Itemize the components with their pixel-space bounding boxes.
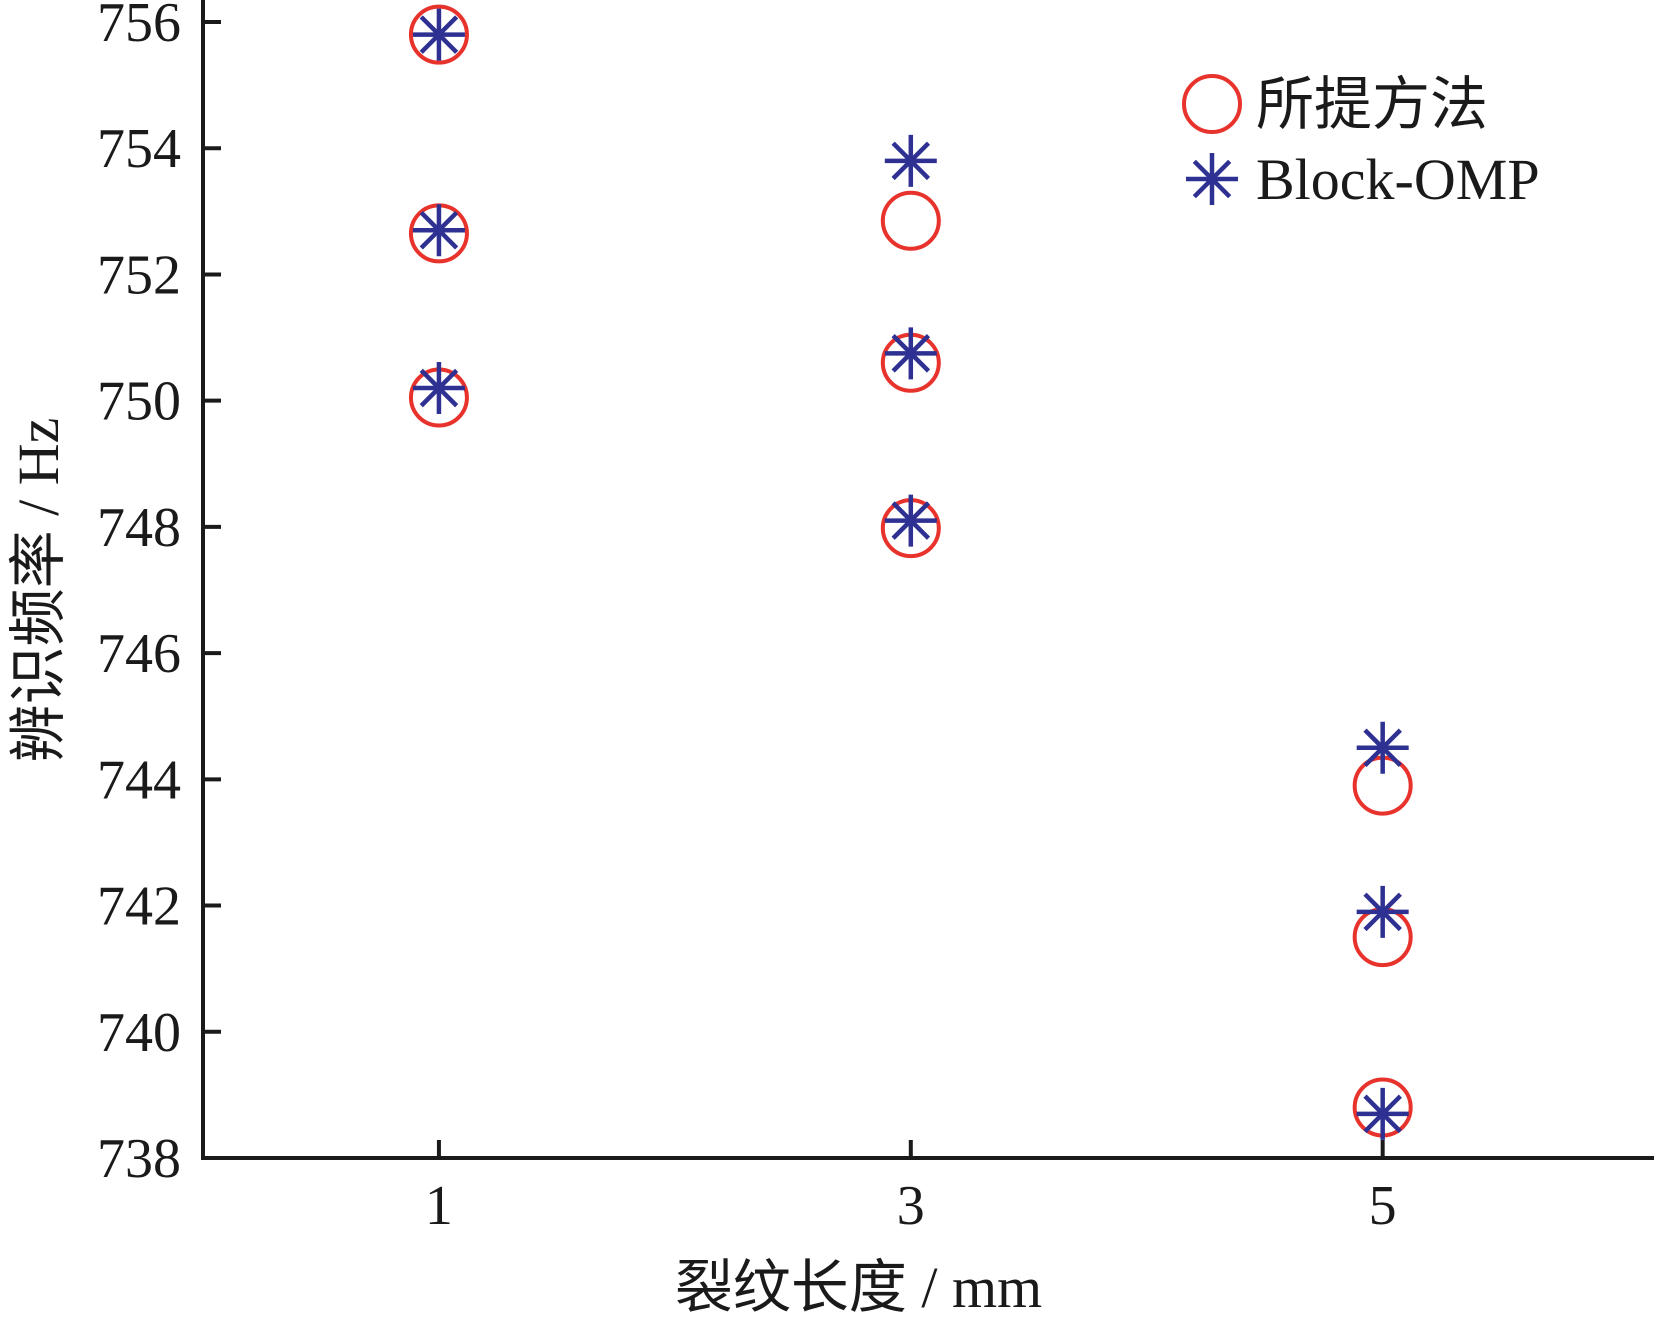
circle-point [880,190,941,251]
asterisk-point [1356,721,1409,774]
circle-point [408,4,469,65]
x-tick-label: 1 [425,1175,453,1237]
legend-label: Block-OMP [1256,147,1540,212]
legend-circle-marker [1182,74,1242,134]
legend: 所提方法 Block-OMP [1182,72,1540,212]
x-axis-title: 裂纹长度 / mm [675,1255,1042,1320]
asterisk-point [412,362,465,415]
asterisk-point [884,494,937,547]
asterisk-point [884,327,937,380]
y-tick-label: 748 [97,497,181,559]
legend-label: 所提方法 [1256,72,1488,137]
ticks: 738 740 742 744 746 748 750 752 754 756 1 3 5 [97,0,1397,1237]
asterisk-point [1356,885,1409,938]
y-tick-label: 744 [97,749,181,811]
y-tick-label: 746 [97,623,181,685]
y-tick-label: 756 [97,0,181,54]
x-tick-label: 3 [897,1175,925,1237]
y-tick-label: 738 [97,1128,181,1190]
y-tick-label: 740 [97,1002,181,1064]
y-axis-title: 辨识频率 / Hz [6,418,71,763]
y-tick-label: 750 [97,371,181,433]
legend-asterisk-marker [1186,153,1238,205]
y-tick-label: 752 [97,244,181,306]
asterisk-point [412,204,465,257]
asterisk-point [1356,1087,1409,1140]
asterisk-point [412,8,465,61]
asterisk-point [884,134,937,187]
y-tick-label: 754 [97,118,181,180]
data-marks [408,4,1413,1140]
y-tick-label: 742 [97,876,181,938]
axes [201,0,1654,1160]
x-tick-label: 5 [1369,1175,1397,1237]
